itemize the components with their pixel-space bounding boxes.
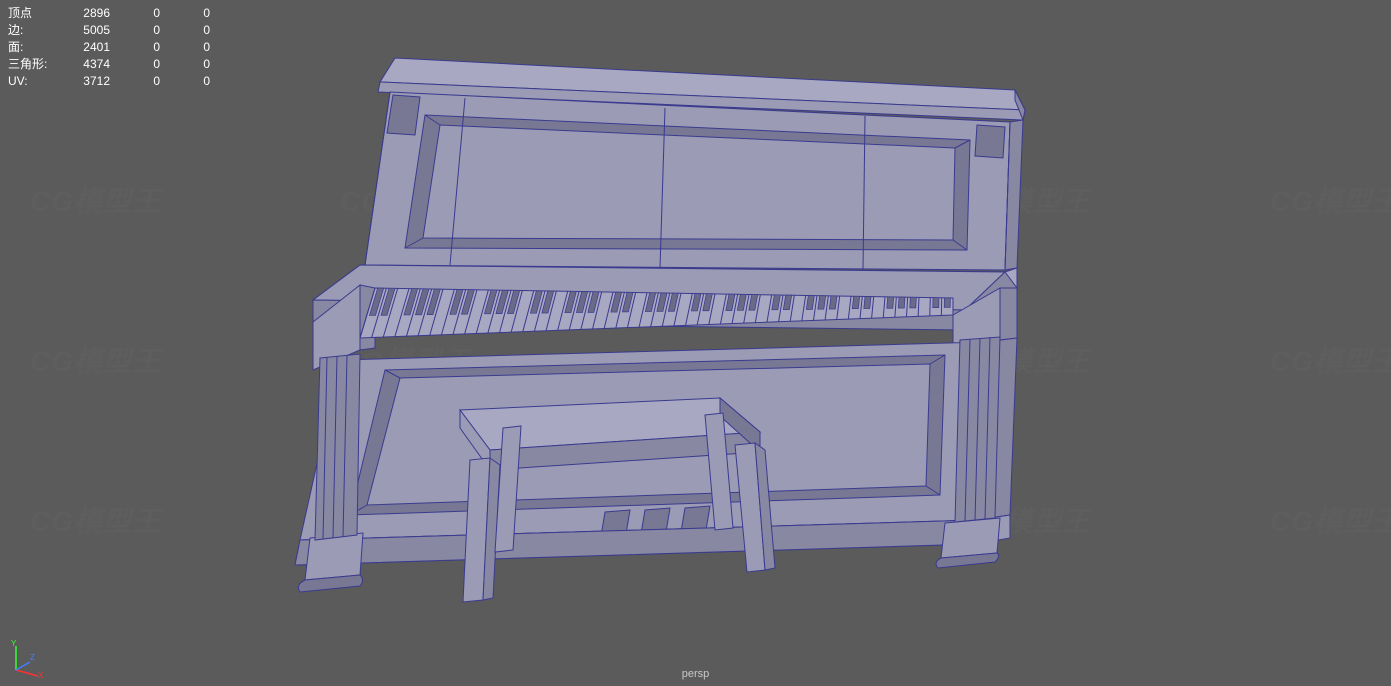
- watermark-url: www.CGMXW.com: [1270, 210, 1354, 221]
- svg-text:X: X: [38, 671, 44, 678]
- watermark-url: www.CGMXW.com: [1270, 530, 1354, 541]
- stats-row: UV:371200: [8, 72, 218, 89]
- svg-text:Z: Z: [30, 653, 35, 662]
- stats-row: 三角形:437400: [8, 55, 218, 72]
- watermark-url: www.CGMXW.com: [30, 530, 114, 541]
- poly-stats-panel: 顶点289600边:500500面:240100三角形:437400UV:371…: [8, 4, 218, 89]
- viewport-3d[interactable]: CG模型王CG模型王CG模型王CG模型王CG模型王CG模型王CG模型王CG模型王…: [0, 0, 1391, 686]
- camera-label: persp: [682, 668, 710, 680]
- stats-row: 边:500500: [8, 21, 218, 38]
- piano-model: [265, 40, 1065, 610]
- watermark-url: www.CGMXW.com: [30, 210, 114, 221]
- axis-gizmo: Y X Z: [8, 638, 48, 678]
- stats-row: 面:240100: [8, 38, 218, 55]
- watermark-url: www.CGMXW.com: [30, 370, 114, 381]
- svg-text:Y: Y: [11, 639, 17, 648]
- stats-row: 顶点289600: [8, 4, 218, 21]
- watermark-url: www.CGMXW.com: [1270, 370, 1354, 381]
